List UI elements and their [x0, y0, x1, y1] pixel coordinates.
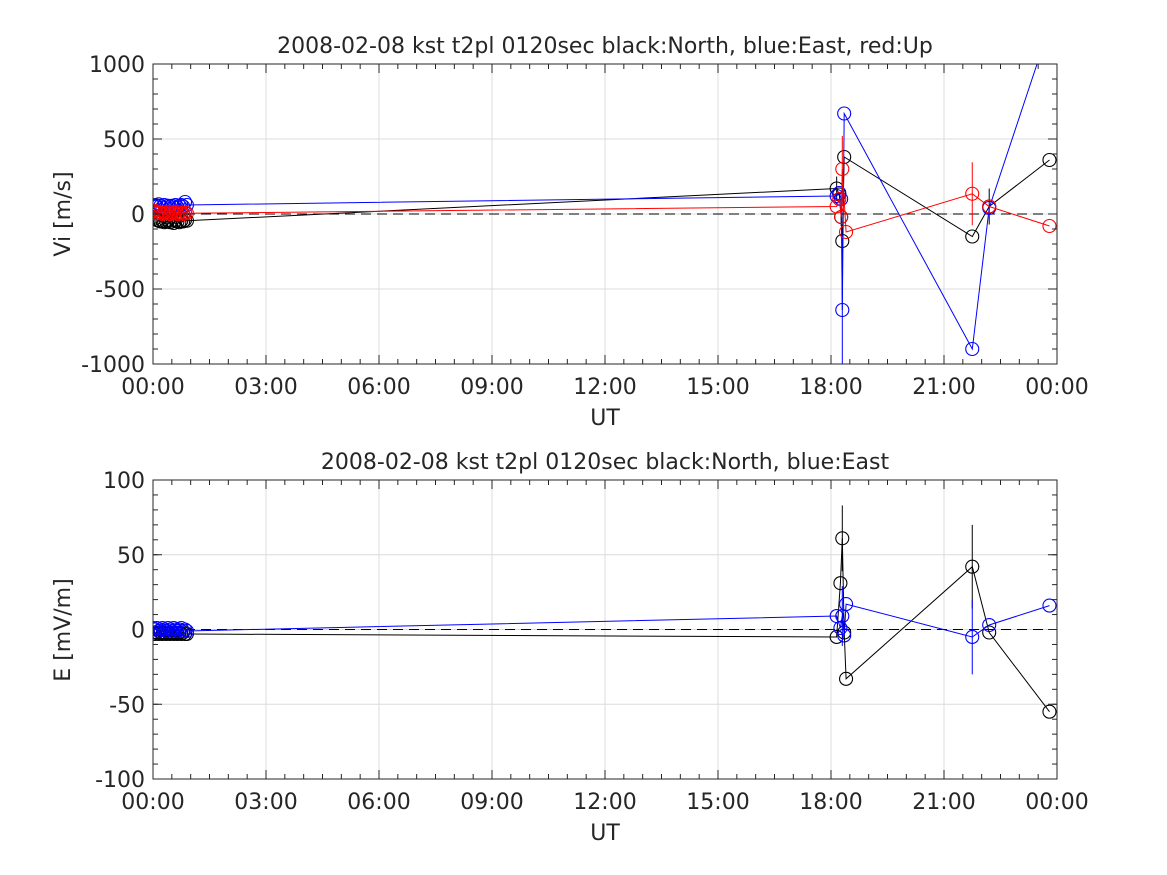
data-point — [166, 620, 181, 636]
x-tick-label: 00:00 — [121, 790, 184, 815]
data-point — [170, 623, 185, 639]
y-tick-label: 50 — [117, 544, 145, 569]
velocity-chart-title: 2008-02-08 kst t2pl 0120sec black:North,… — [277, 34, 933, 59]
x-tick-label: 15:00 — [686, 790, 749, 815]
data-point — [1042, 218, 1057, 234]
data-point — [965, 186, 980, 201]
x-tick-label: 21:00 — [912, 375, 975, 400]
data-point — [837, 106, 852, 121]
x-tick-label: 09:00 — [460, 375, 523, 400]
x-tick-label: 03:00 — [234, 375, 297, 400]
electric-field-y-axis-label: E [mV/m] — [51, 578, 76, 681]
data-point — [832, 191, 847, 207]
data-point — [965, 229, 980, 244]
data-point — [835, 302, 850, 318]
x-tick-label: 18:00 — [799, 375, 862, 400]
y-tick-label: -1000 — [81, 353, 145, 378]
data-point — [835, 531, 850, 546]
x-tick-label: 00:00 — [121, 375, 184, 400]
data-point — [179, 213, 194, 228]
data-point — [982, 199, 997, 214]
data-point — [179, 206, 194, 221]
data-point — [837, 628, 852, 643]
electric-field-axes: 00:00 03:00 06:00 09:00 12:00 15:00 18:00 21:00… — [95, 469, 1089, 815]
x-tick-label: 00:00 — [1025, 375, 1088, 400]
y-tick-label: -50 — [109, 693, 145, 718]
x-tick-label: 15:00 — [686, 375, 749, 400]
data-point — [1042, 704, 1057, 719]
data-point — [965, 341, 980, 357]
x-tick-label: 18:00 — [799, 790, 862, 815]
velocity-axes: 00:00 03:00 06:00 09:00 12:00 15:00 18:00 21:00… — [81, 53, 1089, 400]
electric-field-x-axis-label: UT — [590, 821, 620, 846]
data-point — [837, 625, 852, 640]
data-point — [153, 620, 161, 636]
data-point — [839, 597, 854, 612]
data-point — [1042, 598, 1057, 613]
y-tick-label: 0 — [131, 619, 145, 644]
data-point — [982, 617, 997, 633]
y-tick-label: 0 — [131, 203, 145, 228]
data-point — [833, 576, 848, 591]
y-tick-label: 500 — [103, 128, 145, 153]
x-tick-label: 12:00 — [573, 375, 636, 400]
data-point — [179, 197, 194, 213]
y-tick-label: 1000 — [89, 53, 145, 78]
electric-field-chart-title: 2008-02-08 kst t2pl 0120sec black:North,… — [321, 450, 890, 475]
y-tick-label: -500 — [95, 278, 145, 303]
data-point — [835, 161, 850, 177]
x-tick-label: 03:00 — [234, 790, 297, 815]
velocity-data-marks — [153, 64, 1057, 364]
velocity-panel: 00:00 03:00 06:00 09:00 12:00 15:00 18:00 21:00… — [51, 34, 1089, 431]
data-point — [179, 623, 194, 639]
data-point — [839, 224, 854, 240]
velocity-y-axis-label: Vi [m/s] — [51, 171, 76, 256]
y-tick-label: -100 — [95, 768, 145, 793]
data-point — [839, 671, 854, 686]
electric-field-panel: 00:00 03:00 06:00 09:00 12:00 15:00 18:00 21:00… — [51, 450, 1089, 846]
x-tick-label: 00:00 — [1025, 790, 1088, 815]
data-point — [168, 622, 183, 637]
data-point — [177, 622, 193, 637]
data-point — [965, 559, 980, 574]
data-point — [833, 620, 848, 636]
data-point — [965, 629, 980, 645]
data-point — [1042, 152, 1057, 168]
data-point — [829, 188, 844, 204]
x-tick-label: 09:00 — [460, 790, 523, 815]
x-tick-label: 21:00 — [912, 790, 975, 815]
data-point — [982, 625, 997, 640]
x-tick-label: 12:00 — [573, 790, 636, 815]
x-tick-label: 06:00 — [347, 790, 410, 815]
velocity-x-axis-label: UT — [590, 406, 620, 431]
y-tick-label: 100 — [103, 469, 145, 494]
data-point — [834, 209, 849, 225]
data-point — [829, 629, 844, 645]
data-point — [176, 623, 191, 639]
x-tick-label: 06:00 — [347, 375, 410, 400]
